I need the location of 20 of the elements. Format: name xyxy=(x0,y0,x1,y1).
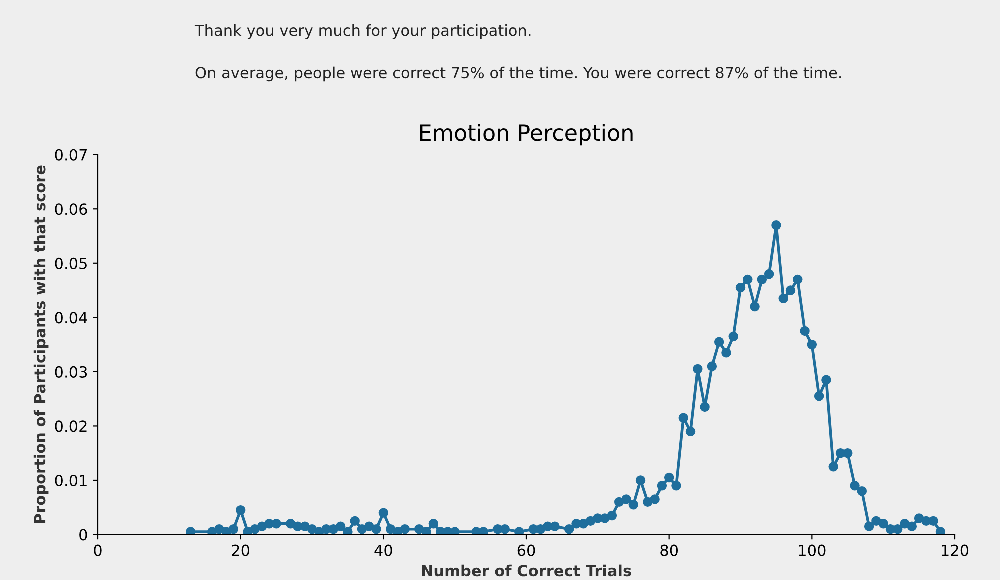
y-axis-title: Proportion of Participants with that score xyxy=(34,166,49,524)
text: Thank you very much for your participation. xyxy=(194,24,531,40)
text: On average, people were correct 75% of the time. You were correct 87% of the time. xyxy=(196,66,842,82)
y-tick-label: 0.02 xyxy=(55,420,87,432)
chart-title: Emotion Perception xyxy=(420,124,633,146)
y-tick-label: 0.03 xyxy=(55,366,88,378)
x-tick-label: 80 xyxy=(660,544,678,556)
x-axis-title: Number of Correct Trials xyxy=(422,564,632,577)
x-tick-label: 60 xyxy=(518,544,536,556)
y-tick-label: 0.06 xyxy=(55,204,88,216)
y-tick-label: 0.04 xyxy=(55,312,88,324)
x-tick-label: 120 xyxy=(942,544,969,556)
x-tick-label: 20 xyxy=(232,544,250,556)
x-tick-label: 40 xyxy=(374,544,392,556)
x-tick-label: 0 xyxy=(94,544,102,556)
y-tick-label: 0.01 xyxy=(55,474,87,487)
y-tick-label: 0 xyxy=(80,529,88,541)
y-tick-label: 0.07 xyxy=(55,149,87,161)
x-tick-label: 100 xyxy=(799,544,826,556)
y-tick-label: 0.05 xyxy=(55,258,87,270)
